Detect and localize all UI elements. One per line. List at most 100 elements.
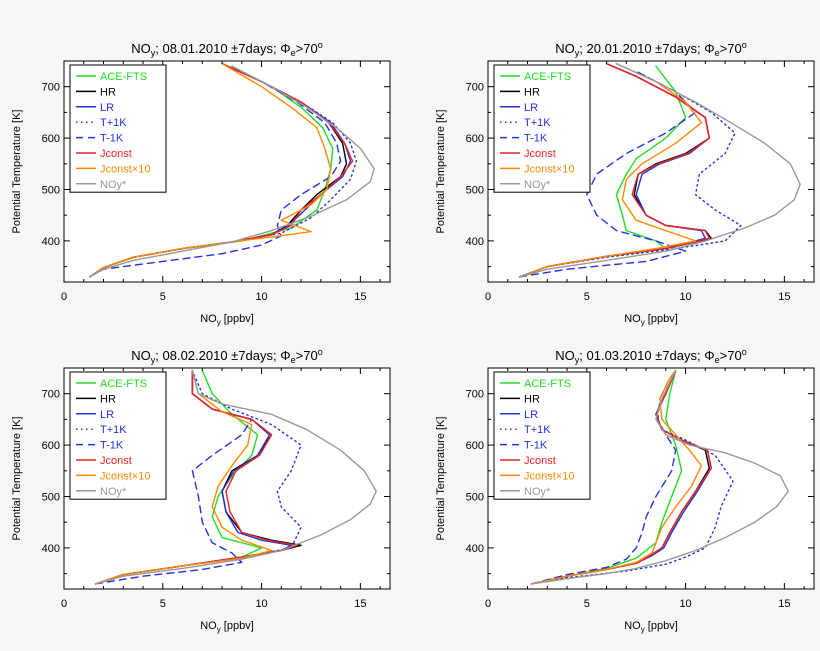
x-tick-label: 5 (584, 598, 590, 610)
y-axis-label: Potential Temperature [K] (435, 417, 447, 541)
x-axis-label: NOy [ppbv] (624, 620, 678, 634)
series-group (518, 62, 801, 278)
text-part: [ppbv] (221, 313, 254, 325)
text-part: >70 (720, 348, 742, 363)
text-part: NO (200, 313, 217, 325)
text-part: ; 08.01.2010 ±7days; Φ (155, 41, 290, 56)
series-line-5 (94, 369, 298, 585)
text-part: e (291, 355, 296, 365)
legend-label: NOy* (100, 179, 127, 191)
text-part: e (291, 48, 296, 58)
y-tick-label: 700 (42, 82, 60, 94)
series-group (89, 62, 375, 278)
y-tick-label: 700 (42, 389, 60, 401)
legend-label: T+1K (100, 117, 127, 129)
series-group (94, 369, 377, 585)
text-part: NO (555, 348, 575, 363)
y-axis-label: Potential Temperature [K] (11, 110, 23, 234)
legend-label: Jconst (100, 455, 132, 467)
text-part: [ppbv] (645, 313, 678, 325)
legend-label: ACE-FTS (100, 71, 147, 83)
text-part: o (742, 40, 747, 50)
legend-label: Jconst (524, 455, 556, 467)
series-line-3 (94, 369, 302, 585)
y-tick-label: 500 (42, 491, 60, 503)
text-part: >70 (296, 348, 318, 363)
x-axis-label: NOy [ppbv] (624, 313, 678, 327)
legend: ACE-FTS HR LR T+1K T-1K Jconst Jconst×10 NOy* (69, 371, 167, 500)
series-line-4 (518, 70, 697, 278)
text-part: NO (131, 348, 151, 363)
text-part: y (217, 625, 221, 634)
text-part: NO (200, 620, 217, 632)
text-part: [ppbv] (645, 620, 678, 632)
plot-frame (487, 60, 815, 283)
legend-label: HR (524, 393, 540, 405)
x-tick-label: 10 (255, 291, 267, 303)
y-tick-label: 500 (466, 491, 484, 503)
legend-box (69, 371, 167, 500)
text-part: ; 08.02.2010 ±7days; Φ (155, 348, 290, 363)
x-tick-label: 10 (255, 598, 267, 610)
legend-label: Jconst×10 (100, 163, 150, 175)
x-tick-label: 15 (778, 291, 790, 303)
text-part: ; 20.01.2010 ±7days; Φ (579, 41, 714, 56)
legend-box (69, 64, 167, 193)
legend-label: ACE-FTS (524, 71, 571, 83)
y-tick-label: 700 (466, 389, 484, 401)
series-line-7 (89, 65, 375, 278)
series-line-7 (530, 369, 789, 585)
y-tick-label: 500 (42, 184, 60, 196)
text-part: [ppbv] (221, 620, 254, 632)
legend-label: T+1K (524, 424, 551, 436)
y-tick-label: 400 (42, 543, 60, 555)
legend-label: T-1K (524, 440, 548, 452)
legend-label: LR (524, 409, 538, 421)
text-part: NO (624, 313, 641, 325)
y-axis-label: Potential Temperature [K] (435, 110, 447, 234)
x-tick-label: 15 (354, 598, 366, 610)
text-part: y (217, 318, 221, 327)
chart-title: NOy; 20.01.2010 ±7days; Φe>70o (555, 40, 746, 58)
x-tick-label: 15 (778, 598, 790, 610)
legend-label: NOy* (524, 486, 551, 498)
text-part: NO (131, 41, 151, 56)
y-tick-label: 700 (466, 82, 484, 94)
legend-label: T+1K (100, 424, 127, 436)
text-part: y (151, 355, 156, 365)
legend-label: Jconst×10 (100, 470, 150, 482)
legend: ACE-FTS HR LR T+1K T-1K Jconst Jconst×10 NOy* (493, 371, 591, 500)
x-tick-label: 5 (584, 291, 590, 303)
series-line-0 (530, 369, 683, 585)
series-line-6 (94, 369, 273, 585)
x-tick-label: 0 (485, 598, 491, 610)
legend: ACE-FTS HR LR T+1K T-1K Jconst Jconst×10 NOy* (493, 64, 591, 193)
chart-title: NOy; 08.01.2010 ±7days; Φe>70o (131, 40, 322, 58)
y-tick-label: 600 (42, 440, 60, 452)
legend-label: LR (100, 102, 114, 114)
text-part: y (641, 625, 645, 634)
text-part: >70 (720, 41, 742, 56)
legend-label: Jconst×10 (524, 470, 574, 482)
legend-label: HR (524, 86, 540, 98)
y-tick-label: 400 (42, 236, 60, 248)
series-line-7 (94, 369, 377, 585)
text-part: y (151, 48, 156, 58)
text-part: y (575, 355, 580, 365)
text-part: NO (624, 620, 641, 632)
text-part: o (742, 347, 747, 357)
y-tick-label: 600 (42, 133, 60, 145)
y-tick-label: 400 (466, 236, 484, 248)
plot-frame (487, 367, 815, 590)
plot-frame (63, 60, 391, 283)
y-axis-label: Potential Temperature [K] (11, 417, 23, 541)
x-axis-label: NOy [ppbv] (200, 620, 254, 634)
text-part: e (715, 355, 720, 365)
series-line-3 (518, 70, 742, 278)
legend-box (493, 64, 591, 193)
legend-label: LR (524, 102, 538, 114)
series-line-7 (518, 62, 801, 278)
legend-label: LR (100, 409, 114, 421)
